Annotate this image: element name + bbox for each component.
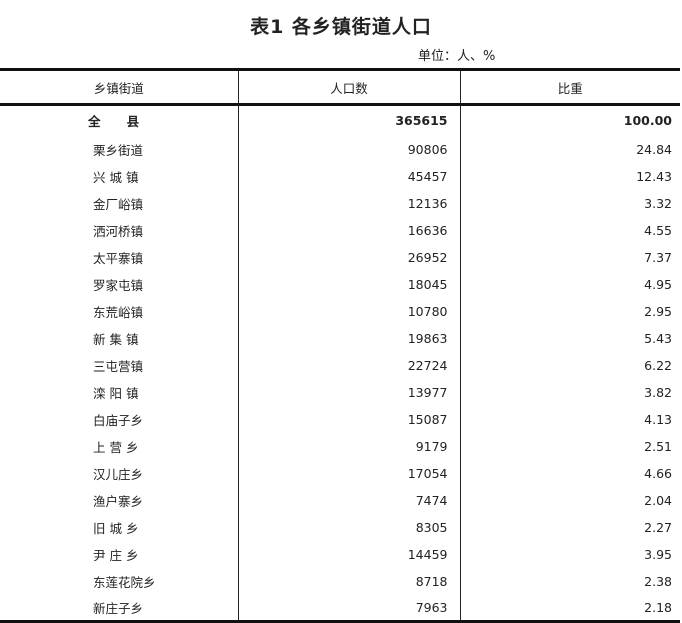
share-cell: 5.43: [459, 324, 680, 352]
population-cell: 8718: [237, 567, 460, 595]
population-cell: 8305: [237, 513, 460, 541]
table-row: 栗乡街道 90806 24.84: [0, 135, 680, 163]
township-cell: 洒河桥镇: [93, 223, 144, 239]
unit-label: 单位：人、%: [418, 49, 496, 64]
share-cell: 2.04: [459, 486, 680, 514]
table-row: 三屯营镇 22724 6.22: [0, 351, 680, 379]
township-cell: 汉儿庄乡: [93, 466, 144, 482]
table-row: 洒河桥镇 16636 4.55: [0, 216, 680, 244]
township-cell: 尹 庄 乡: [93, 547, 139, 563]
township-cell: 三屯营镇: [93, 358, 144, 374]
share-cell: 2.51: [459, 432, 680, 460]
township-cell: 新庄子乡: [0, 594, 238, 623]
table-row: 尹 庄 乡 14459 3.95: [0, 540, 680, 568]
share-cell: 6.22: [459, 351, 680, 379]
population-cell: 10780: [237, 297, 460, 325]
township-cell: 新 集 镇: [93, 331, 139, 347]
population-cell: 12136: [237, 189, 460, 217]
population-table: 乡镇街道 人口数 比重 全 县 365615 100.00 栗乡街道 90806 24.8…: [0, 68, 680, 623]
share-cell: 3.82: [459, 378, 680, 406]
table-row: 兴 城 镇 45457 12.43: [0, 162, 680, 190]
township-cell: 滦 阳 镇: [93, 385, 139, 401]
township-cell: 上 营 乡: [93, 439, 139, 455]
header-row: 乡镇街道 人口数 比重: [0, 68, 680, 106]
table-row: 汉儿庄乡 17054 4.66: [0, 459, 680, 487]
table-row: 罗家屯镇 18045 4.95: [0, 270, 680, 298]
table-row: 滦 阳 镇 13977 3.82: [0, 378, 680, 406]
township-cell: 东荒峪镇: [93, 304, 144, 320]
share-cell: 4.95: [459, 270, 680, 298]
population-cell: 14459: [237, 540, 460, 568]
population-cell: 18045: [237, 270, 460, 298]
share-cell: 4.66: [459, 459, 680, 487]
population-cell: 365615: [237, 104, 460, 136]
township-cell: 太平寨镇: [93, 250, 144, 266]
share-cell: 2.38: [459, 567, 680, 595]
table-title: 表1 各乡镇街道人口: [250, 16, 432, 38]
share-cell: 100.00: [459, 104, 680, 136]
share-cell: 7.37: [459, 243, 680, 271]
column-header-population: 人口数: [237, 68, 460, 106]
share-cell: 2.18: [459, 594, 680, 623]
share-cell: 2.27: [459, 513, 680, 541]
share-cell: 12.43: [459, 162, 680, 190]
township-cell: 金厂峪镇: [93, 196, 144, 212]
township-cell: 渔户寨乡: [93, 493, 144, 509]
population-cell: 22724: [237, 351, 460, 379]
table-row: 新 集 镇 19863 5.43: [0, 324, 680, 352]
table-row: 上 营 乡 9179 2.51: [0, 432, 680, 460]
share-cell: 3.32: [459, 189, 680, 217]
township-cell: 东莲花院乡: [93, 574, 156, 590]
township-cell: 兴 城 镇: [93, 169, 139, 185]
table-row: 新庄子乡 7963 2.18: [0, 594, 680, 623]
column-header-share: 比重: [459, 68, 680, 106]
total-row: 全 县 365615 100.00: [0, 104, 680, 136]
table-row: 东荒峪镇 10780 2.95: [0, 297, 680, 325]
share-cell: 3.95: [459, 540, 680, 568]
population-cell: 9179: [237, 432, 460, 460]
table-row: 旧 城 乡 8305 2.27: [0, 513, 680, 541]
township-cell: 罗家屯镇: [93, 277, 144, 293]
share-cell: 4.13: [459, 405, 680, 433]
table-row: 白庙子乡 15087 4.13: [0, 405, 680, 433]
column-header-township: 乡镇街道: [0, 68, 238, 106]
population-cell: 17054: [237, 459, 460, 487]
population-cell: 45457: [237, 162, 460, 190]
population-cell: 90806: [237, 135, 460, 163]
population-cell: 7474: [237, 486, 460, 514]
share-cell: 2.95: [459, 297, 680, 325]
township-cell: 白庙子乡: [93, 412, 144, 428]
table-row: 东莲花院乡 8718 2.38: [0, 567, 680, 595]
population-cell: 13977: [237, 378, 460, 406]
table-row: 太平寨镇 26952 7.37: [0, 243, 680, 271]
township-cell: 栗乡街道: [93, 142, 144, 158]
share-cell: 4.55: [459, 216, 680, 244]
table-body: 全 县 365615 100.00 栗乡街道 90806 24.84 兴 城 镇 45457 1…: [0, 104, 680, 623]
population-cell: 26952: [237, 243, 460, 271]
population-cell: 16636: [237, 216, 460, 244]
table-row: 渔户寨乡 7474 2.04: [0, 486, 680, 514]
township-cell: 旧 城 乡: [93, 520, 139, 536]
population-cell: 7963: [237, 594, 460, 623]
population-cell: 15087: [237, 405, 460, 433]
township-cell: 全 县: [88, 114, 140, 130]
share-cell: 24.84: [459, 135, 680, 163]
table-row: 金厂峪镇 12136 3.32: [0, 189, 680, 217]
population-cell: 19863: [237, 324, 460, 352]
